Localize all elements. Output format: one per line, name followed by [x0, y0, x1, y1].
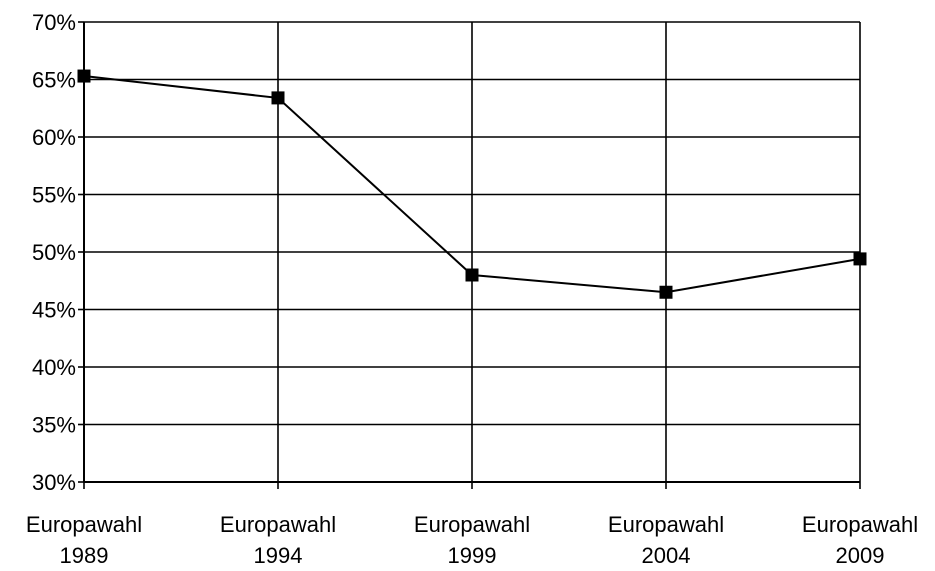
y-tick-label: 35% [32, 413, 76, 438]
x-tick-label-line1: Europawahl [26, 512, 142, 537]
y-tick-label: 65% [32, 68, 76, 93]
x-tick-label-line2: 1999 [448, 543, 497, 568]
x-tick-label-line2: 2009 [836, 543, 885, 568]
x-tick-label-line1: Europawahl [220, 512, 336, 537]
x-tick-label-line2: 1989 [60, 543, 109, 568]
data-point-marker [853, 252, 867, 266]
x-tick-label-line2: 1994 [254, 543, 303, 568]
grid-lines [83, 21, 861, 483]
x-tick-label-line2: 2004 [642, 543, 691, 568]
series-layer [77, 69, 867, 299]
x-axis-tick-labels: Europawahl 1989 Europawahl 1994 Europawahl 19… [26, 512, 918, 568]
data-point-marker [465, 268, 479, 282]
x-tick-label-line1: Europawahl [608, 512, 724, 537]
y-tick-label: 50% [32, 240, 76, 265]
y-tick-label: 70% [32, 10, 76, 35]
data-point-marker [77, 69, 91, 83]
x-tick-label-line1: Europawahl [802, 512, 918, 537]
data-point-marker [659, 285, 673, 299]
y-tick-label: 60% [32, 125, 76, 150]
y-tick-label: 30% [32, 470, 76, 495]
axes [78, 21, 861, 489]
data-point-marker [271, 91, 285, 105]
x-tick-label-line1: Europawahl [414, 512, 530, 537]
y-axis-tick-labels: 30% 35% 40% 45% 50% 55% 60% 65% 70% [32, 10, 76, 495]
y-tick-label: 45% [32, 298, 76, 323]
y-tick-label: 55% [32, 183, 76, 208]
y-tick-label: 40% [32, 355, 76, 380]
